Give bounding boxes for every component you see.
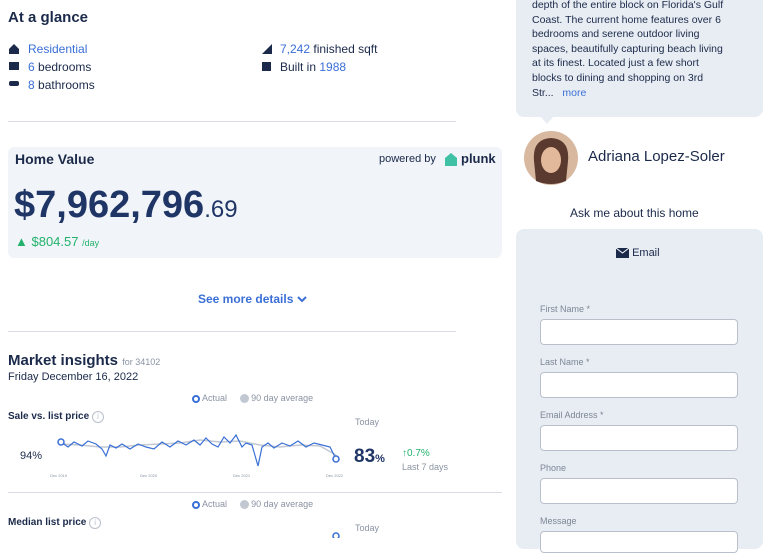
field-label: Email Address * xyxy=(540,410,604,420)
zip: for 34102 xyxy=(122,357,161,367)
home-value: $7,962,796.69 xyxy=(14,184,238,227)
legend-item: Actual xyxy=(202,393,228,403)
section-title: At a glance xyxy=(8,9,89,26)
agent-avatar xyxy=(524,131,578,185)
today-value: 83% xyxy=(354,446,385,468)
today-label: Today xyxy=(355,523,380,533)
cents: .69 xyxy=(204,196,238,223)
description-bubble xyxy=(516,0,763,117)
label: Built in xyxy=(280,60,317,74)
brand: plunk xyxy=(461,151,496,166)
field-label: Phone xyxy=(540,463,567,473)
bubble-tail xyxy=(540,116,554,124)
label: bathrooms xyxy=(38,78,95,92)
link-text[interactable]: See more details xyxy=(198,292,294,306)
legend: Actual 90 day average xyxy=(192,393,314,404)
per: /day xyxy=(82,238,100,248)
sparkline xyxy=(57,433,340,467)
change: ↑0.7% xyxy=(402,448,430,459)
section-title: Market insights for 34102 xyxy=(8,352,160,369)
label: bedrooms xyxy=(38,60,92,74)
first-name-input[interactable] xyxy=(540,319,738,345)
page: At a glance Residential 6 bedrooms 8 bat… xyxy=(8,0,763,553)
glance-icons xyxy=(262,44,272,71)
agent-prompt: Ask me about this home xyxy=(570,206,699,220)
legend-item: Actual xyxy=(202,499,228,509)
divider xyxy=(8,331,456,332)
truncated: Str... xyxy=(532,86,554,99)
x-label: Dec 2022 xyxy=(326,473,344,478)
phone-input[interactable] xyxy=(540,478,738,504)
metric-name: Median list price i xyxy=(8,517,102,529)
unit: % xyxy=(375,453,385,465)
count: 6 xyxy=(28,60,35,74)
amount: $804.57 xyxy=(31,234,79,249)
agent-name: Adriana Lopez-Soler xyxy=(588,148,725,165)
title: Market insights xyxy=(8,352,119,369)
message-input[interactable] xyxy=(540,531,738,553)
description: depth of the entire block on Florida's G… xyxy=(532,0,754,100)
powered-by: powered by xyxy=(379,153,436,165)
name: Median list price xyxy=(8,517,87,528)
date: Friday December 16, 2022 xyxy=(8,371,139,383)
home-value-card xyxy=(8,147,502,258)
email-input[interactable] xyxy=(540,425,738,451)
metric-name: Sale vs. list price i xyxy=(8,411,104,423)
divider xyxy=(8,492,502,493)
x-label: Dec 2021 xyxy=(233,473,251,478)
property-type: Residential xyxy=(28,42,88,56)
field-label: First Name * xyxy=(540,304,591,314)
sparkline-end xyxy=(332,532,340,538)
line: Coast. The current home features over 6 xyxy=(532,13,721,26)
legend: Actual 90 day average xyxy=(192,499,314,510)
field-label: Message xyxy=(540,516,577,526)
line: spaces, beautifully capturing beach livi… xyxy=(532,42,723,55)
today-label: Today xyxy=(355,417,380,427)
divider xyxy=(8,121,456,122)
year: 1988 xyxy=(319,60,347,74)
card-title: Home Value xyxy=(15,151,95,167)
change-period: Last 7 days xyxy=(402,462,449,472)
sqft: 7,242 finished sqft xyxy=(280,42,377,56)
x-label: Dec 2019 xyxy=(50,473,68,478)
bathrooms: 8 bathrooms xyxy=(28,78,95,92)
bedrooms: 6 bedrooms xyxy=(28,60,91,74)
legend-item: 90 day average xyxy=(251,499,314,509)
name: Sale vs. list price xyxy=(8,411,90,422)
line: at its finest. Located just a few short xyxy=(532,57,699,70)
line: blocks to dining and shopping on 3rd xyxy=(532,71,704,84)
value-change: ▲ $804.57 /day xyxy=(15,234,100,249)
count: 7,242 xyxy=(280,42,311,56)
value: 83 xyxy=(354,446,376,467)
plunk-logo xyxy=(445,153,457,166)
email-tab[interactable]: Email xyxy=(615,247,660,259)
field-label: Last Name * xyxy=(540,357,590,367)
envelope-icon xyxy=(615,247,630,259)
dollars: $7,962,796 xyxy=(14,184,205,226)
line: Str... more xyxy=(532,86,754,101)
start-value: 94% xyxy=(20,450,43,462)
line: depth of the entire block on Florida's G… xyxy=(532,0,724,11)
x-label: Dec 2020 xyxy=(140,473,158,478)
label: finished sqft xyxy=(313,42,378,56)
count: 8 xyxy=(28,78,35,92)
tab-label[interactable]: Email xyxy=(632,247,660,259)
line: bedrooms and serene outdoor living xyxy=(532,28,700,41)
built: Built in 1988 xyxy=(280,60,346,74)
last-name-input[interactable] xyxy=(540,372,738,398)
more-link[interactable]: more xyxy=(562,86,587,99)
glance-icons xyxy=(9,44,19,86)
see-more-details[interactable]: See more details xyxy=(198,292,307,306)
chevron xyxy=(297,296,307,303)
legend-item: 90 day average xyxy=(251,393,314,403)
